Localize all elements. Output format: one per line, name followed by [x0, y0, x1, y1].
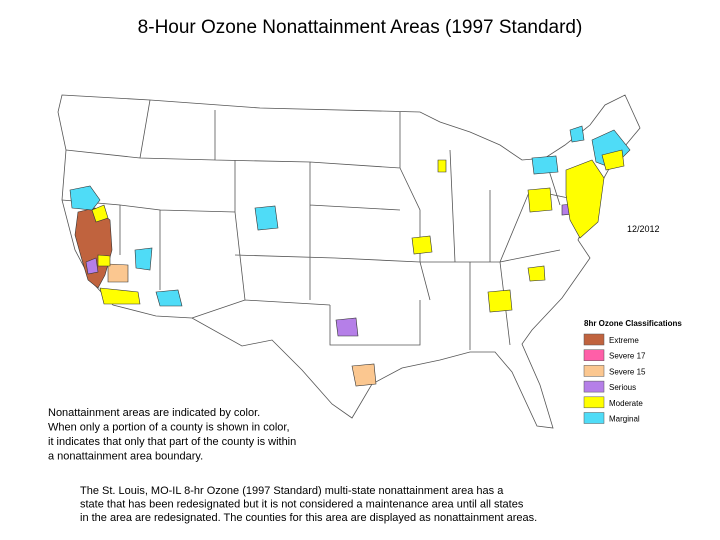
nonattainment-area — [97, 254, 111, 267]
nonattainment-area — [69, 185, 101, 211]
legend-label: Moderate — [609, 399, 643, 408]
map-date: 12/2012 — [627, 224, 660, 234]
note-line: state that has been redesignated but it … — [80, 499, 524, 511]
legend-swatch — [583, 412, 605, 424]
color-note: Nonattainment areas are indicated by col… — [48, 407, 296, 463]
nonattainment-area — [351, 363, 377, 387]
nonattainment-area — [487, 289, 513, 313]
legend-swatch — [583, 365, 605, 377]
nonattainment-area — [155, 289, 183, 307]
legend-swatch — [583, 380, 605, 393]
nonattainment-area — [601, 149, 625, 171]
st-louis-note: The St. Louis, MO-IL 8-hr Ozone (1997 St… — [80, 485, 537, 524]
map-title: 8-Hour Ozone Nonattainment Areas (1997 S… — [138, 17, 583, 38]
legend-swatch — [583, 396, 605, 409]
nonattainment-area — [437, 159, 447, 173]
nonattainment-area — [107, 263, 129, 283]
note-line: it indicates that only that part of the … — [48, 436, 296, 448]
note-line: Nonattainment areas are indicated by col… — [48, 407, 260, 419]
legend-label: Extreme — [609, 336, 639, 345]
nonattainment-area — [527, 187, 553, 213]
legend-label: Serious — [609, 383, 636, 392]
legend-swatch — [583, 333, 605, 346]
nonattainment-areas — [69, 125, 631, 387]
nonattainment-area — [527, 265, 546, 282]
nonattainment-area — [411, 235, 433, 255]
nonattainment-area — [74, 207, 113, 289]
note-line: in the area are redesignated. The counti… — [80, 512, 537, 524]
legend-title: 8hr Ozone Classifications — [584, 319, 682, 328]
us-map — [57, 94, 641, 429]
state-lines — [61, 99, 579, 350]
legend: 8hr Ozone Classifications Extreme Severe … — [583, 319, 682, 424]
note-line: When only a portion of a county is shown… — [48, 422, 290, 434]
note-line: a nonattainment area boundary. — [48, 451, 203, 463]
legend-label: Severe 17 — [609, 352, 646, 361]
nonattainment-area — [85, 257, 99, 275]
legend-swatch — [583, 349, 605, 361]
us-outline — [57, 94, 641, 429]
legend-label: Marginal — [609, 415, 640, 424]
note-line: The St. Louis, MO-IL 8-hr Ozone (1997 St… — [80, 485, 504, 497]
nonattainment-area — [335, 317, 359, 337]
nonattainment-area — [134, 247, 153, 271]
nonattainment-area — [565, 159, 605, 239]
nonattainment-area — [531, 155, 559, 175]
nonattainment-area — [569, 125, 585, 143]
nonattainment-area — [91, 204, 109, 223]
nonattainment-area — [99, 287, 141, 305]
legend-label: Severe 15 — [609, 367, 646, 376]
nonattainment-area — [254, 205, 279, 231]
